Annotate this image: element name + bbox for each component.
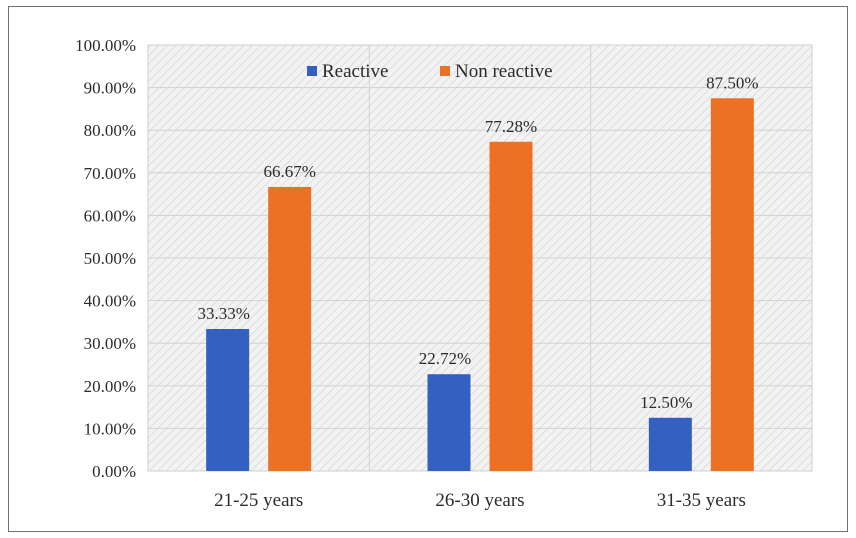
bar-reactive <box>206 329 250 471</box>
bar-reactive <box>648 417 692 471</box>
y-tick-label: 90.00% <box>84 79 136 98</box>
x-category-label: 26-30 years <box>435 490 524 511</box>
y-tick-label: 50.00% <box>84 249 136 268</box>
data-label: 66.67% <box>263 162 315 181</box>
bar-non-reactive <box>268 186 312 472</box>
legend-label: Non reactive <box>455 61 553 82</box>
y-tick-label: 0.00% <box>92 462 136 481</box>
plot-border <box>147 44 813 472</box>
bar-reactive <box>427 374 471 471</box>
y-tick-label: 40.00% <box>84 292 136 311</box>
y-tick-label: 60.00% <box>84 206 136 225</box>
bar-non-reactive <box>710 98 754 471</box>
gridlines <box>147 44 813 472</box>
y-tick-label: 80.00% <box>84 121 136 140</box>
y-tick-label: 30.00% <box>84 334 136 353</box>
legend: Reactive Non reactive <box>307 61 553 82</box>
y-tick-label: 100.00% <box>75 36 136 55</box>
bars: 33.33% 66.67% 22.72% 77.28% 12.50% 87.50% <box>197 73 759 472</box>
legend-label: Reactive <box>322 61 388 82</box>
data-label: 12.50% <box>640 393 692 412</box>
y-axis: 0.00% 10.00% 20.00% 30.00% 40.00% 50.00% 60.00… <box>75 36 136 481</box>
x-axis: 21-25 years 26-30 years 31-35 years <box>214 490 746 511</box>
legend-swatch <box>440 66 450 76</box>
x-category-label: 31-35 years <box>657 490 746 511</box>
legend-swatch <box>307 66 317 76</box>
y-tick-label: 10.00% <box>84 419 136 438</box>
data-label: 33.33% <box>197 304 249 323</box>
y-tick-label: 70.00% <box>84 164 136 183</box>
data-label: 87.50% <box>706 73 758 92</box>
data-label: 77.28% <box>485 117 537 136</box>
x-category-label: 21-25 years <box>214 490 303 511</box>
bar-non-reactive <box>489 141 533 471</box>
y-tick-label: 20.00% <box>84 377 136 396</box>
data-label: 22.72% <box>419 349 471 368</box>
